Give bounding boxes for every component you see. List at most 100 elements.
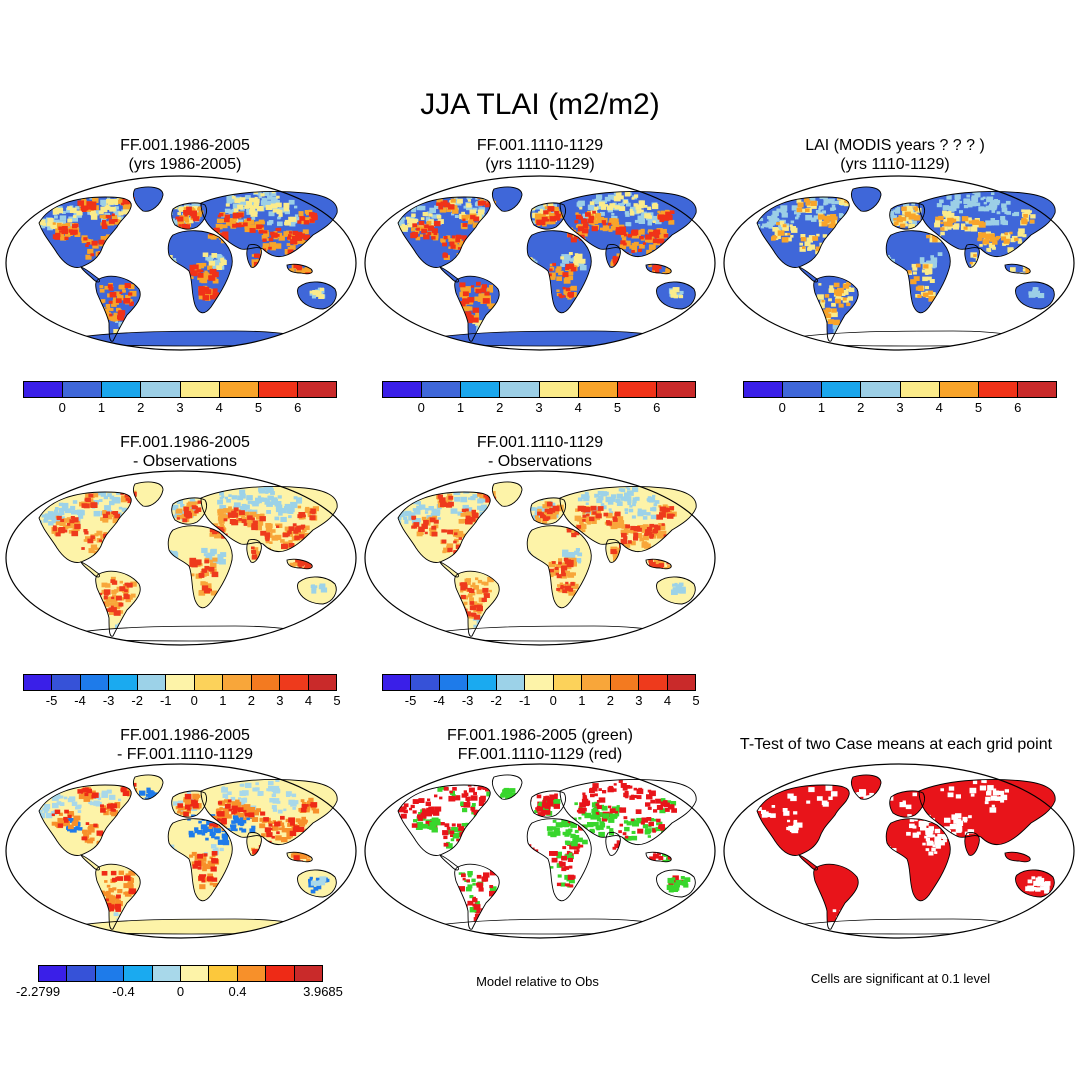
colorbar-tick-label: 5 [254,400,263,415]
colorbar-box [978,382,1018,397]
coastline [167,525,233,609]
coastline [439,854,459,871]
coastline [526,230,592,314]
coastline [80,854,100,871]
note-model-relative: Model relative to Obs [476,974,599,989]
coastline [200,486,338,553]
coastline [813,863,859,930]
colorbar-box [251,675,281,690]
map-diff-obs-1986 [5,470,357,646]
coastline [200,779,338,846]
coastline [918,191,1056,258]
coastline [813,275,859,342]
world-map-svg [364,763,716,939]
coastline [850,186,882,212]
coastline [918,779,1056,846]
colorbar-tick-label: 1 [578,693,586,708]
colorbar-tick-label: 1 [219,693,227,708]
coastline [645,263,672,275]
world-map-svg [5,763,357,939]
panel-title-line2: - Observations [132,453,238,470]
panel-title-obs: LAI (MODIS years ? ? ? ) (yrs 1110-1129) [720,136,1070,174]
coastline [645,851,672,863]
colorbar-tick-label: 4 [215,400,223,415]
colorbar-tick-label: 0 [778,400,786,415]
coastline [756,784,850,856]
coastline [454,275,500,342]
world-map-svg [364,470,716,646]
panel-title-line1: LAI (MODIS years ? ? ? ) [805,137,985,154]
colorbar-tick-label: -4 [433,693,445,708]
coastline [530,202,567,230]
colorbar-tick-label: 1 [817,400,826,415]
coastline [559,486,697,553]
colorbar-box [744,382,784,397]
colorbar-box [617,382,657,397]
coastline [95,570,141,637]
colorbar-box [468,675,497,690]
main-title: JJA TLAI (m2/m2) [420,88,660,121]
colorbar-box [578,382,618,397]
colorbar-lai-3: 0 1 2 3 4 5 6 [743,381,1057,415]
coastline [605,539,621,563]
coastline [798,266,818,283]
coastline [95,863,141,930]
coastline [645,558,672,570]
colorbar-diff-2: -5 -4 -3 -2 -1 0 1 2 3 4 5 [382,674,700,708]
coastline [286,851,313,863]
colorbar-box [1017,382,1056,397]
colorbar-tick-label: 0 [549,693,557,708]
coastline [397,196,491,268]
colorbar-box [39,966,68,981]
coastline [964,832,980,856]
colorbar-box [80,675,110,690]
coastline [167,818,233,902]
colorbar-box [223,675,252,690]
coastline [526,818,592,902]
coastline [95,275,141,342]
coastline [1015,281,1055,310]
coastline [559,779,697,846]
colorbar-box [141,382,181,397]
panel-title-line1: FF.001.1110-1129 [476,137,604,154]
colorbar-tick-label: 3 [535,400,543,415]
colorbar-box [95,966,125,981]
colorbar-tick-label: 6 [653,400,661,415]
colorbar-tick-label: 4 [663,693,672,708]
coastline [297,281,337,310]
colorbar-tick-label: -2 [490,693,502,708]
colorbar-tick-label: -5 [404,693,417,708]
coastline [656,281,696,310]
coastline [38,196,132,268]
coastline [439,561,459,578]
coastline [200,191,338,258]
coastline [132,481,164,507]
colorbar-box [102,382,142,397]
map-model-1986 [5,175,357,351]
colorbar-tick-label: 0 [190,693,198,708]
panel-title-model-1110: FF.001.1110-1129 (yrs 1110-1129) [365,136,715,174]
colorbar-box [539,382,579,397]
coastline [167,230,233,314]
map-border [5,763,357,939]
colorbar-box [553,675,583,690]
coastline [756,196,850,268]
coastline [885,818,951,902]
panel-title-line1: FF.001.1986-2005 [120,137,250,154]
colorbar-box [496,675,526,690]
coastline [454,570,500,637]
panel-title-casediff: FF.001.1986-2005 - FF.001.1110-1129 [10,726,360,764]
colorbar-box [500,382,540,397]
map-green-red [364,763,716,939]
colorbar-box [63,382,103,397]
colorbar-box [861,382,901,397]
map-model-1110 [364,175,716,351]
colorbar-tick-label: 6 [294,400,302,415]
colorbar-tick-label: 3 [276,693,284,708]
coastline [530,790,567,818]
colorbar-box [181,966,210,981]
coastline [439,266,459,283]
colorbar-tick-label: -4 [74,693,86,708]
coastline [38,491,132,563]
colorbar-tick-label: 4 [935,400,943,415]
